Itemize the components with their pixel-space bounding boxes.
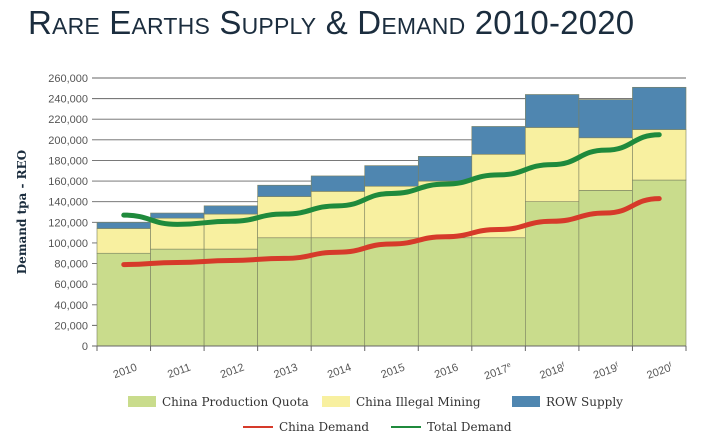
bar-row-supply [632, 86, 687, 130]
y-tick-label: 200,000 [48, 135, 88, 147]
x-tick-superscript: f [615, 362, 619, 369]
x-tick-label: 2015 [379, 362, 406, 382]
bar-row-supply [578, 99, 633, 139]
y-tick-label: 40,000 [54, 300, 88, 312]
bar-china-illegal-mining [96, 228, 151, 254]
y-tick-label: 80,000 [54, 259, 88, 271]
legend-swatch [512, 396, 540, 407]
bar-china-production-quota [364, 237, 419, 347]
legend-swatch [128, 396, 156, 407]
x-tick-label: 2011 [166, 362, 192, 381]
bar-row-supply [417, 156, 473, 182]
bar-row-supply [364, 165, 419, 187]
y-tick-label: 180,000 [48, 155, 88, 167]
x-tick-superscript: f [561, 362, 565, 369]
bar-row-supply [471, 126, 526, 155]
x-tick-label: 2012 [219, 362, 246, 382]
bar-row-supply [310, 175, 366, 192]
x-tick-superscript: e [506, 362, 512, 370]
bar-china-production-quota [257, 237, 312, 347]
bar-china-production-quota [96, 252, 151, 347]
legend-label: China Illegal Mining [356, 395, 481, 409]
bar-row-supply [203, 205, 258, 215]
bar-china-illegal-mining [417, 180, 473, 239]
y-tick-label: 0 [82, 341, 88, 353]
y-tick-label: 220,000 [48, 114, 88, 126]
x-tick-label: 2014 [326, 362, 353, 382]
line-china-demand [121, 196, 662, 268]
bar-china-production-quota [471, 237, 526, 347]
bar-china-production-quota [203, 248, 258, 347]
bar-china-production-quota [632, 179, 687, 347]
bar-china-production-quota [525, 201, 580, 347]
y-tick-label: 60,000 [54, 279, 88, 291]
y-tick-label: 240,000 [48, 94, 88, 106]
x-tick-label: 2020f [645, 362, 674, 382]
y-tick-label: 120,000 [48, 217, 88, 229]
x-tick-label: 2010 [112, 362, 139, 382]
bar-row-supply [96, 222, 151, 229]
legend-swatch [322, 396, 350, 407]
bar-china-production-quota [417, 237, 473, 347]
legend-label: Total Demand [427, 420, 512, 434]
x-tick-label: 2018f [538, 362, 567, 382]
bar-row-supply [525, 94, 580, 128]
y-tick-label: 260,000 [48, 73, 88, 85]
x-tick-label: 2016 [433, 362, 460, 382]
x-tick-label: 2017e [483, 362, 514, 383]
line-total-demand [121, 132, 662, 227]
chart-title: Rare Earths Supply & Demand 2010-2020 [28, 4, 635, 41]
x-tick-label: 2013 [272, 362, 299, 382]
bar-china-illegal-mining [310, 191, 366, 239]
y-tick-label: 100,000 [48, 238, 88, 250]
legend-label: ROW Supply [546, 395, 623, 409]
y-tick-label: 20,000 [54, 320, 88, 332]
y-tick-label: 160,000 [48, 176, 88, 188]
legend-label: China Demand [279, 420, 369, 434]
x-tick-superscript: f [668, 362, 672, 369]
bar-row-supply [150, 212, 205, 219]
bar-row-supply [257, 184, 312, 197]
y-axis-label: Demand tpa - REO [15, 150, 29, 274]
y-tick-label: 140,000 [48, 197, 88, 209]
legend-label: China Production Quota [162, 395, 309, 409]
x-tick-label: 2019f [592, 362, 621, 382]
